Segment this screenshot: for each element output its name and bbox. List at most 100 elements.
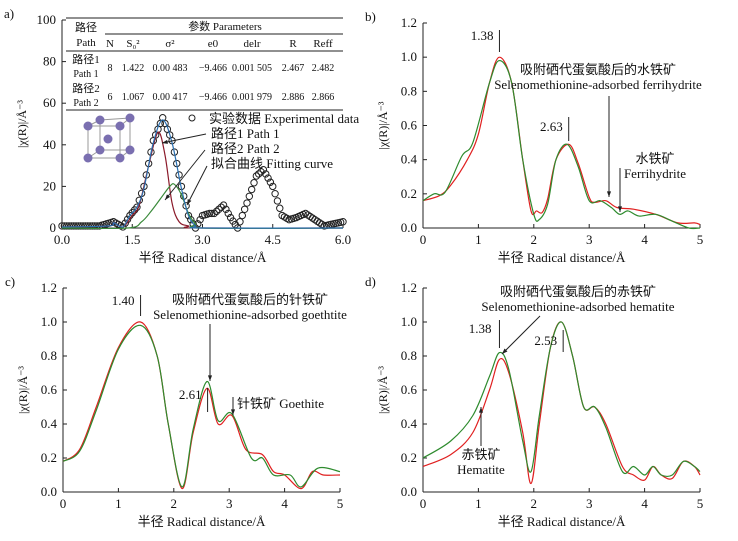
data-point: [240, 205, 249, 213]
data-point: [259, 166, 268, 174]
x-tick-label: 1: [475, 496, 482, 511]
table-column-header: Reff: [313, 38, 333, 50]
x-tick-label: 1.5: [124, 232, 140, 247]
x-tick-label: 2: [531, 232, 538, 247]
annotation-label-2: 针铁矿 Goethite: [237, 396, 324, 411]
table-column-header: N: [106, 38, 114, 50]
y-tick-label: 1.0: [401, 49, 417, 64]
atom: [95, 115, 105, 125]
data-point: [219, 201, 228, 209]
x-tick-label: 4: [641, 496, 648, 511]
y-axis-label: |χ(R)|/Å⁻³: [15, 100, 29, 148]
x-tick-label: 5: [337, 496, 344, 511]
table-header-params: 参数 Parameters: [188, 19, 262, 33]
legend-experimental-data: 实验数据 Experimental data: [209, 111, 359, 126]
table-column-header: e0: [208, 38, 219, 50]
y-tick-label: 1.0: [401, 314, 417, 329]
y-tick-label: 0: [50, 220, 57, 235]
data-point: [238, 211, 247, 220]
y-tick-label: 0.4: [401, 152, 418, 167]
data-point: [81, 222, 90, 230]
data-point: [243, 199, 251, 207]
peak-label-2: 2.61: [179, 387, 202, 402]
x-tick-label: 6.0: [335, 232, 351, 247]
data-point: [222, 205, 230, 213]
data-point: [215, 205, 223, 213]
series-line-0: [62, 321, 341, 490]
arrow-fitting-curve-head: [187, 199, 192, 205]
table-cell: 0.00 417: [153, 92, 188, 103]
x-axis-label: 半径 Radical distance/Å: [498, 250, 626, 265]
peak-label-2: 2.63: [540, 119, 563, 134]
table-row-path-cn: 路径2: [72, 82, 100, 95]
atom: [83, 153, 93, 163]
x-tick-label: 5: [697, 232, 704, 247]
data-point: [212, 207, 221, 216]
data-point: [79, 222, 87, 230]
data-point: [70, 222, 78, 230]
y-tick-label: 0.4: [401, 416, 418, 431]
lattice-edge: [99, 117, 131, 121]
data-point: [187, 215, 195, 224]
data-point: [266, 178, 275, 186]
table-row-path-en: Path 2: [73, 98, 98, 109]
arrow-label-1-head: [606, 191, 612, 197]
table-column-header: R: [289, 38, 297, 50]
y-tick-label: 0.0: [401, 484, 417, 499]
x-tick-label: 1: [115, 496, 122, 511]
data-point: [252, 172, 261, 180]
y-tick-label: 0.8: [41, 348, 57, 363]
data-point: [196, 215, 204, 224]
annotation-label-1-en: Selenomethionine-adsorbed ferrihydrite: [494, 77, 702, 92]
y-tick-label: 1.2: [401, 280, 417, 295]
panel-c: c) 0 1 2 3 4 5 0.0 0.2 0.4 0.6 0.8 1.0 1.2 半径 Radical …: [5, 274, 347, 529]
data-point: [271, 189, 279, 198]
y-axis-label: |χ(R)|/Å⁻³: [16, 366, 30, 414]
series-line-3: [61, 119, 344, 229]
annotation-label-1-cn: 吸附硒代蛋氨酸后的针铁矿: [172, 292, 328, 307]
atom: [115, 121, 125, 131]
table-cell: 0.00 483: [153, 63, 188, 74]
crystal-structure-icon: [83, 113, 135, 163]
data-point: [65, 222, 73, 230]
data-point: [339, 218, 347, 226]
annotation-label-1-en: Selenomethionine-adsorbed hematite: [481, 299, 674, 314]
arrow-path-2-head: [165, 194, 171, 200]
x-tick-label: 0: [420, 232, 427, 247]
table-cell: 2.866: [312, 92, 335, 103]
table-header-path-en: Path: [76, 37, 96, 49]
x-tick-label: 4: [641, 232, 648, 247]
x-tick-label: 5: [697, 496, 704, 511]
data-point: [255, 170, 263, 178]
series-line-2: [61, 183, 344, 230]
table-cell: 1.067: [122, 92, 145, 103]
atom: [95, 145, 105, 155]
table-cell: 1.422: [122, 63, 145, 74]
data-point: [121, 219, 129, 227]
arrow-label-1: [501, 315, 541, 355]
panel-d: d) 0 1 2 3 4 5 0.0 0.2 0.4 0.6 0.8 1.0 1.2 半径 Radical …: [365, 274, 703, 529]
table-cell: 0.001 979: [232, 92, 272, 103]
series-line-1: [422, 321, 701, 477]
x-tick-label: 1: [475, 232, 482, 247]
y-tick-label: 0.6: [41, 382, 58, 397]
x-tick-label: 4.5: [265, 232, 281, 247]
data-point: [58, 222, 66, 230]
atom: [125, 113, 135, 123]
x-axis-label: 半径 Radical distance/Å: [139, 250, 267, 265]
table-cell: 6: [108, 92, 113, 103]
x-tick-label: 3: [586, 496, 593, 511]
y-tick-label: 0.6: [401, 382, 418, 397]
annotation-label-2-en: Ferrihydrite: [624, 166, 686, 181]
atom: [115, 153, 125, 163]
data-point: [245, 192, 254, 200]
data-point: [74, 222, 83, 230]
data-point: [205, 209, 214, 218]
x-tick-label: 2: [531, 496, 538, 511]
arrow-label-2-head: [230, 409, 236, 415]
series-line-0: [422, 56, 701, 226]
legend-fitting-curve: 拟合曲线 Fitting curve: [211, 156, 333, 171]
series-experimental-data: [58, 114, 347, 232]
data-point: [250, 179, 258, 187]
peak-label-1: 1.38: [471, 28, 494, 43]
